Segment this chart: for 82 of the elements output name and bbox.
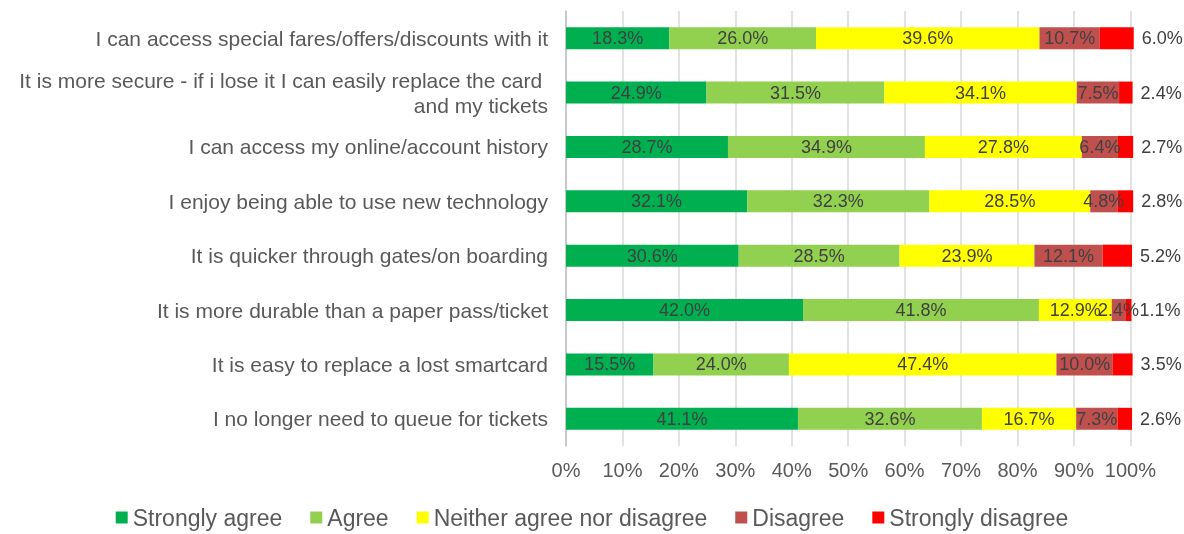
x-tick-label: 50% <box>828 459 869 481</box>
bar <box>884 81 1077 104</box>
bar <box>1112 353 1133 376</box>
data-label: 12.9% <box>1049 300 1101 321</box>
bar <box>566 299 804 322</box>
data-label: 28.5% <box>984 191 1036 212</box>
data-label: 2.8% <box>1141 191 1183 212</box>
data-label: 15.5% <box>584 354 636 375</box>
bar <box>1102 244 1133 267</box>
bar <box>566 244 739 267</box>
y-tick-label: I enjoy being able to use new technology <box>168 189 549 213</box>
y-tick-label: It is more durable than a paper pass/ticket <box>156 298 549 322</box>
x-tick-label: 40% <box>771 459 812 481</box>
data-label: 41.1% <box>656 408 708 429</box>
data-label: 32.6% <box>864 408 916 429</box>
bar <box>803 299 1039 322</box>
bar <box>566 135 728 158</box>
data-label: 42.0% <box>658 300 711 321</box>
data-label: 7.3% <box>1076 408 1118 429</box>
y-tick-label: It is quicker through gates/on boarding <box>190 244 548 268</box>
y-tick-label: I can access my online/account history <box>188 135 549 159</box>
data-label: 6.0% <box>1141 28 1183 49</box>
bar <box>1099 27 1134 50</box>
y-tick-label: It is easy to replace a lost smartcard <box>211 352 548 376</box>
x-tick-label: 90% <box>1053 459 1095 481</box>
data-label: 34.9% <box>800 136 852 157</box>
x-tick-label: 0% <box>551 459 581 481</box>
data-label: 41.8% <box>895 300 947 321</box>
x-tick-label: 80% <box>997 459 1038 481</box>
data-label: 28.5% <box>793 245 845 266</box>
data-label: 18.3% <box>592 28 644 49</box>
data-label: 34.1% <box>955 82 1007 103</box>
data-label: 39.6% <box>902 28 954 49</box>
data-label: 32.3% <box>812 191 864 212</box>
legend-label: Strongly disagree <box>889 504 1069 531</box>
bar <box>706 81 885 104</box>
bar <box>788 353 1057 376</box>
data-label: 27.8% <box>977 136 1029 157</box>
x-tick-label: 20% <box>658 459 700 481</box>
data-label: 12.1% <box>1043 245 1095 266</box>
bar <box>816 27 1040 50</box>
bar <box>738 244 900 267</box>
data-label: 7.5% <box>1077 82 1119 103</box>
bar <box>727 135 925 158</box>
data-label: 26.0% <box>717 28 769 49</box>
data-label: 5.2% <box>1140 245 1182 266</box>
data-label: 30.6% <box>626 245 678 266</box>
data-label: 24.9% <box>610 82 662 103</box>
y-tick-label: I no longer need to queue for tickets <box>212 407 548 431</box>
x-tick-label: 30% <box>715 459 756 481</box>
data-label: 16.7% <box>1003 408 1055 429</box>
data-label: 2.6% <box>1140 408 1182 429</box>
data-label: 1.1% <box>1139 300 1181 321</box>
data-label: 23.9% <box>941 245 993 266</box>
data-label: 3.5% <box>1140 354 1182 375</box>
bar <box>1119 81 1133 104</box>
data-label: 31.5% <box>769 82 821 103</box>
data-label: 28.7% <box>621 136 673 157</box>
data-label: 2.4% <box>1140 82 1182 103</box>
bar <box>747 190 930 213</box>
y-tick-label: I can access special fares/offers/discounts with it <box>95 26 549 50</box>
x-tick-label: 100% <box>1104 459 1157 481</box>
data-label: 10.7% <box>1044 28 1096 49</box>
bar <box>669 27 817 50</box>
y-tick-label: It is more secure - if i lose it I can easily replace the card and my tickets <box>19 68 548 117</box>
bar <box>924 135 1082 158</box>
data-label: 2.7% <box>1141 136 1183 157</box>
data-label: 24.0% <box>695 354 747 375</box>
bar <box>797 407 982 430</box>
legend-label: Agree <box>327 504 389 531</box>
bar <box>566 407 798 430</box>
x-tick-label: 70% <box>941 459 982 481</box>
data-label: 10.0% <box>1059 354 1111 375</box>
x-tick-label: 60% <box>884 459 925 481</box>
legend-label: Strongly agree <box>132 504 283 531</box>
bar <box>1117 407 1133 430</box>
bar <box>566 190 748 213</box>
legend-label: Neither agree nor disagree <box>433 504 708 531</box>
data-label: 32.1% <box>631 191 683 212</box>
legend-label: Disagree <box>752 504 845 531</box>
data-label: 47.4% <box>897 354 949 375</box>
x-tick-label: 10% <box>602 459 643 481</box>
